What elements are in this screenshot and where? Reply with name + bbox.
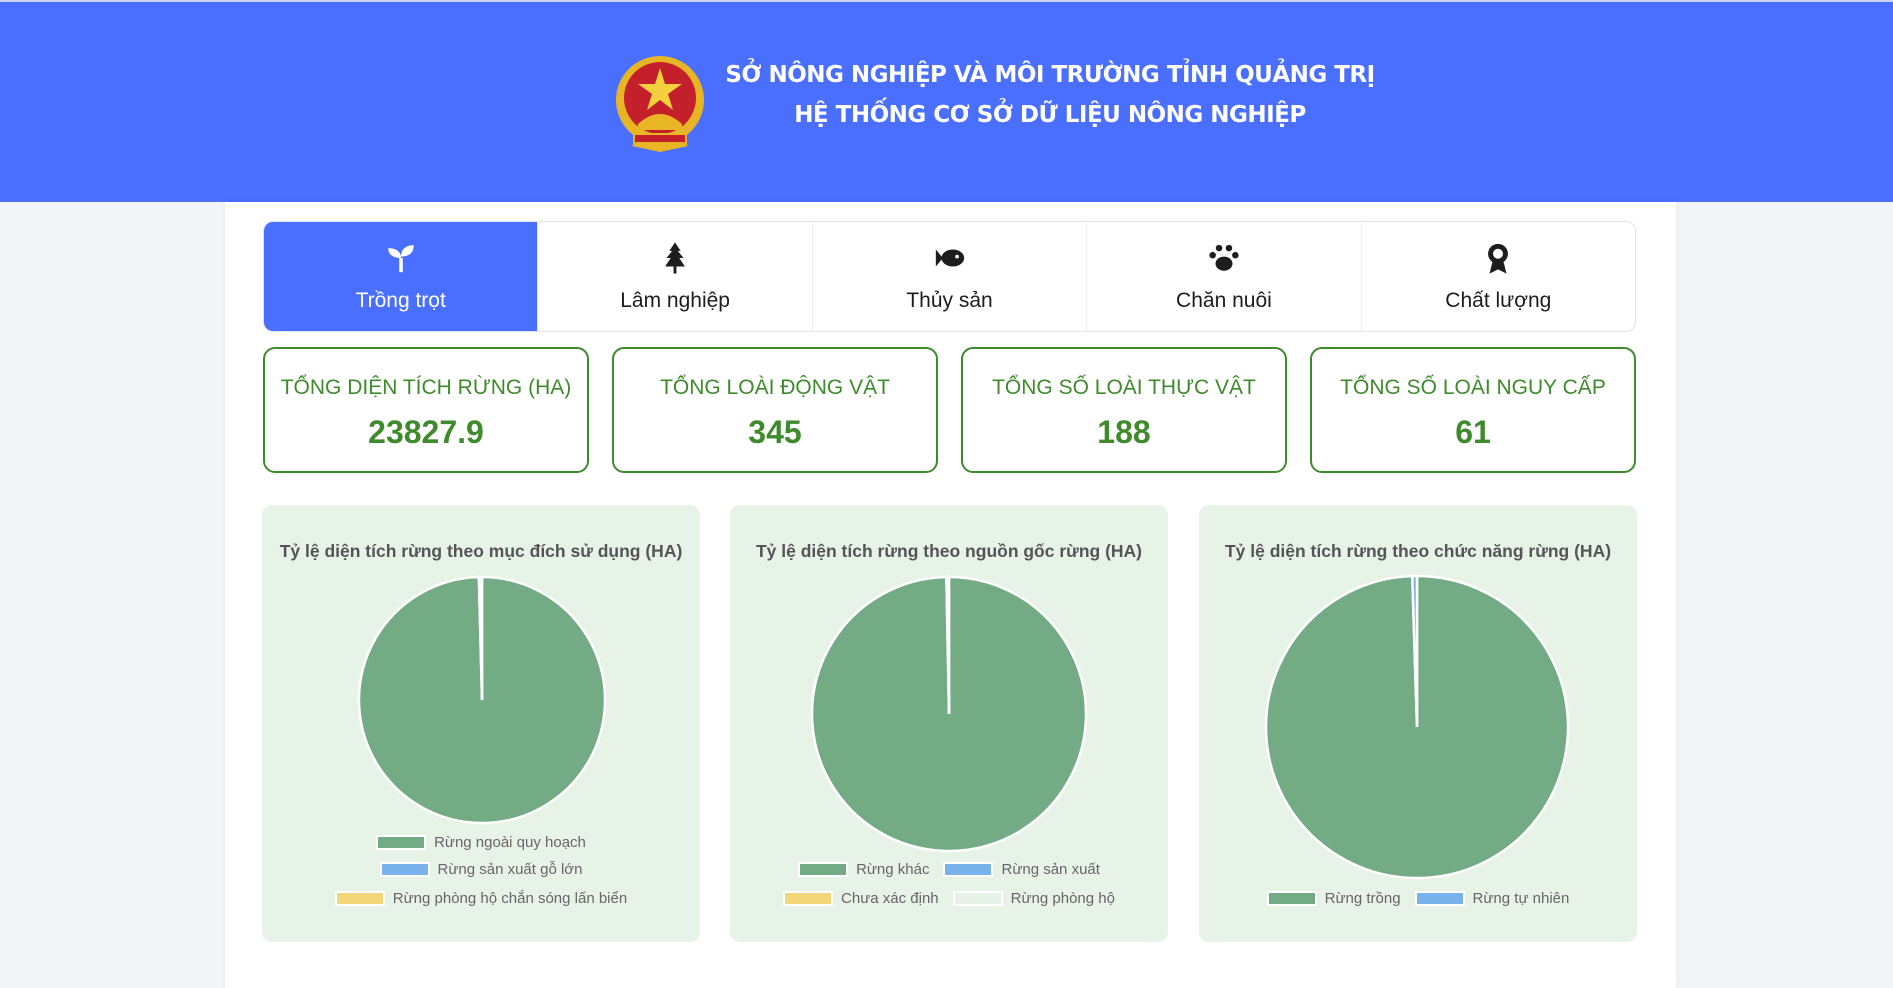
legend-row: Rừng sản xuất gỗ lớn [262,861,700,878]
stat-value: 61 [1455,414,1491,450]
stat-card-endangered-species: TỔNG SỐ LOÀI NGUY CẤP 61 [1310,347,1636,473]
legend-swatch [952,891,1003,906]
stat-card-animal-species: TỔNG LOÀI ĐỘNG VẬT 345 [612,347,938,473]
award-icon [1488,243,1509,274]
chart-card-purpose: Tỷ lệ diện tích rừng theo mục đích sử dụ… [262,505,700,942]
legend-label: Rừng phòng hộ [1010,890,1115,907]
pie-chart [810,575,1088,853]
stat-value: 345 [748,414,802,450]
legend-item[interactable]: Rừng phòng hộ chắn sóng lấn biển [334,890,628,907]
chart-card-function: Tỷ lệ diện tích rừng theo chức năng rừng… [1199,505,1637,942]
legend-label: Chưa xác định [841,890,939,907]
tab-chan-nuoi[interactable]: Chăn nuôi [1087,222,1362,331]
tab-label: Trồng trọt [355,288,446,312]
tab-label: Lâm nghiệp [620,288,730,312]
stat-card-plant-species: TỔNG SỐ LOÀI THỰC VẬT 188 [961,347,1287,473]
pie-slice-1[interactable] [1410,574,1419,728]
legend-label: Rừng ngoài quy hoạch [434,834,586,851]
legend-row: Rừng trồng Rừng tự nhiên [1199,890,1637,907]
legend-label: Rừng tự nhiên [1472,890,1570,907]
chart-title: Tỷ lệ diện tích rừng theo chức năng rừng… [1224,541,1612,561]
legend-swatch [1266,891,1317,906]
chart-title: Tỷ lệ diện tích rừng theo nguồn gốc rừng… [755,541,1143,561]
legend-swatch [783,891,834,906]
paw-icon [1209,244,1239,271]
tab-label: Thủy sản [906,288,993,312]
stat-label: TỔNG SỐ LOÀI THỰC VẬT [992,376,1256,399]
tab-chat-luong[interactable]: Chất lượng [1362,222,1635,331]
chart-title: Tỷ lệ diện tích rừng theo mục đích sử dụ… [279,541,683,561]
legend-item[interactable]: Rừng khác [798,861,929,878]
tab-label: Chăn nuôi [1176,288,1272,312]
stat-value: 23827.9 [368,414,484,450]
legend-item[interactable]: Rừng sản xuất [943,861,1100,878]
stat-label: TỔNG LOÀI ĐỘNG VẬT [660,376,890,399]
tab-lam-nghiep[interactable]: Lâm nghiệp [538,222,813,331]
header-title-system: HỆ THỐNG CƠ SỞ DỮ LIỆU NÔNG NGHIỆP [794,102,1306,128]
legend-row: Rừng ngoài quy hoạch [262,834,700,851]
legend-row: Rừng phòng hộ chắn sóng lấn biển [262,890,700,907]
sprout-icon [387,244,414,272]
pie-slice-3[interactable] [946,575,951,715]
legend-label: Rừng trồng [1324,890,1401,907]
stat-label: TỔNG SỐ LOÀI NGUY CẤP [1340,376,1606,399]
legend-label: Rừng sản xuất [1001,861,1100,878]
chart-card-origin: Tỷ lệ diện tích rừng theo nguồn gốc rừng… [730,505,1168,942]
tab-thuy-san[interactable]: Thủy sản [813,222,1088,331]
legend-swatch [334,891,385,906]
tab-label: Chất lượng [1445,288,1552,312]
legend-swatch [943,862,994,877]
legend-item[interactable]: Rừng trồng [1266,890,1401,907]
stat-label: TỔNG DIỆN TÍCH RỪNG (HA) [280,376,572,399]
legend-label: Rừng phòng hộ chắn sóng lấn biển [392,890,628,907]
legend-label: Rừng sản xuất gỗ lớn [437,861,583,878]
header: SỞ NÔNG NGHIỆP VÀ MÔI TRƯỜNG TỈNH QUẢNG … [0,0,1893,202]
legend-row: Chưa xác định Rừng phòng hộ [730,890,1168,907]
legend-swatch [798,862,849,877]
category-tabs: Trồng trọt Lâm nghiệp Thủy sản Chăn nuôi… [263,221,1636,332]
legend-item[interactable]: Rừng tự nhiên [1414,890,1570,907]
header-title-org: SỞ NÔNG NGHIỆP VÀ MÔI TRƯỜNG TỈNH QUẢNG … [725,62,1375,88]
legend-swatch [376,835,427,850]
tree-icon [665,241,686,274]
legend-item[interactable]: Rừng ngoài quy hoạch [376,834,586,851]
pie-chart [1264,574,1570,880]
legend-row: Rừng khác Rừng sản xuất [730,861,1168,878]
tab-trong-trot[interactable]: Trồng trọt [264,222,539,331]
pie-slice-2[interactable] [479,575,484,701]
legend-swatch [379,862,430,877]
legend-item[interactable]: Chưa xác định [783,890,939,907]
stat-value: 188 [1097,414,1151,450]
fish-icon [935,249,964,266]
pie-chart [357,575,607,825]
legend-item[interactable]: Rừng sản xuất gỗ lớn [379,861,583,878]
legend-item[interactable]: Rừng phòng hộ [952,890,1115,907]
national-emblem-logo [616,56,704,152]
legend-label: Rừng khác [856,861,930,878]
legend-swatch [1414,891,1465,906]
stat-card-forest-area: TỔNG DIỆN TÍCH RỪNG (HA) 23827.9 [263,347,589,473]
